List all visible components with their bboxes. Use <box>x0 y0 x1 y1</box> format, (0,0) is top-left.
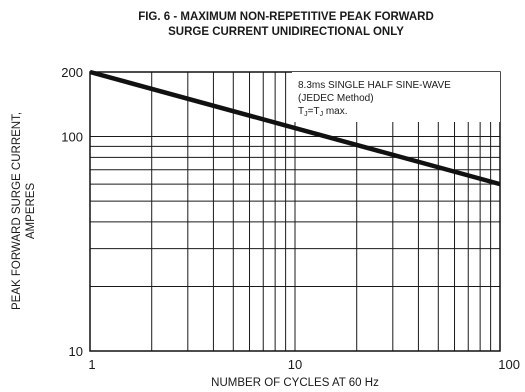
chart-title-line1: FIG. 6 - MAXIMUM NON-REPETITIVE PEAK FOR… <box>138 11 434 23</box>
series-line <box>89 69 501 187</box>
annotation-eq: =T <box>308 106 320 117</box>
annotation-sub2: J <box>320 111 324 118</box>
annotation-t1: T <box>298 106 304 117</box>
x-tick-label: 10 <box>288 357 302 372</box>
x-tick-labels: 1 10 100 <box>88 357 520 372</box>
annotation-line1: 8.3ms SINGLE HALF SINE-WAVE <box>298 80 451 91</box>
y-axis-label: PEAK FORWARD SURGE CURRENT, AMPERES <box>11 112 37 310</box>
series-layer <box>89 69 501 187</box>
x-tick-label: 100 <box>498 357 520 372</box>
y-tick-labels: 10 100 200 <box>61 65 83 359</box>
y-axis-label-line2: AMPERES <box>25 183 37 240</box>
annotation-line2: (JEDEC Method) <box>298 93 374 104</box>
x-tick-label: 1 <box>88 357 95 372</box>
annotation-sub1: J <box>304 111 308 118</box>
chart-title-line2: SURGE CURRENT UNIDIRECTIONAL ONLY <box>168 26 404 38</box>
x-axis-label: NUMBER OF CYCLES AT 60 Hz <box>211 377 379 389</box>
y-tick-label: 100 <box>61 130 83 145</box>
annotation-background <box>292 72 500 122</box>
annotation-line3: TJ=TJ max. <box>298 106 348 118</box>
y-axis-label-line1: PEAK FORWARD SURGE CURRENT, <box>11 112 23 310</box>
y-tick-label: 200 <box>61 65 83 80</box>
annotation-box: 8.3ms SINGLE HALF SINE-WAVE (JEDEC Metho… <box>292 72 500 122</box>
annotation-end: max. <box>323 106 347 117</box>
y-tick-label: 10 <box>69 344 83 359</box>
